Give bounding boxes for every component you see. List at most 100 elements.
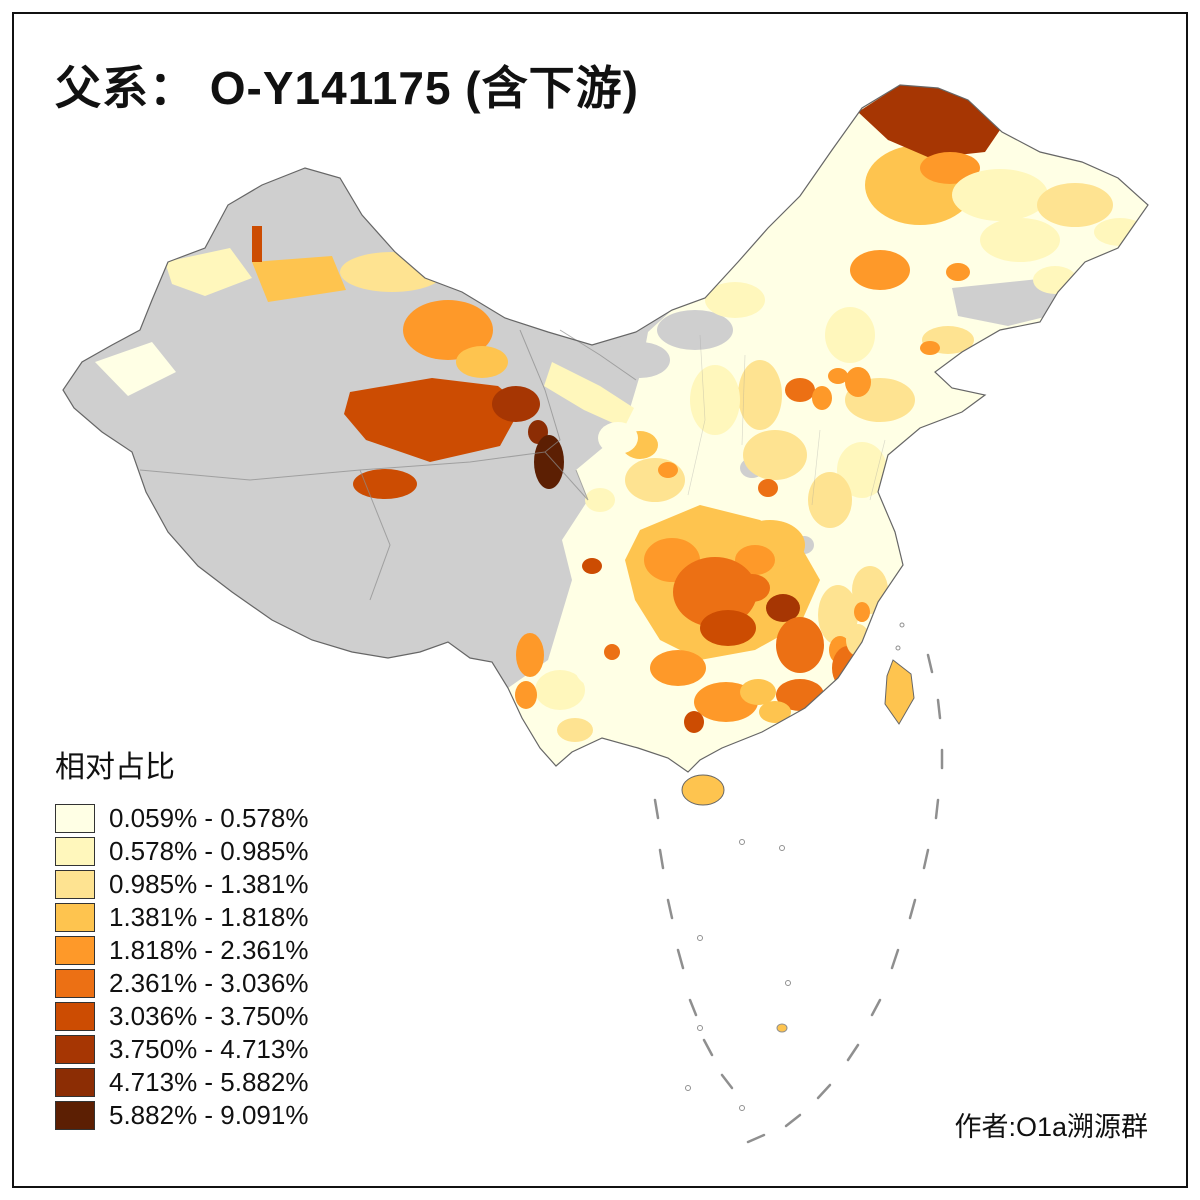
legend-range-label: 0.985% - 1.381%: [109, 869, 309, 899]
legend-items: 0.059% - 0.578% 0.578% - 0.985% 0.985% -…: [55, 802, 308, 1132]
map-region: [165, 248, 252, 296]
dash-segment: [816, 1083, 832, 1100]
map-region: [837, 442, 887, 498]
legend-range-label: 1.818% - 2.361%: [109, 935, 309, 965]
map-region: [850, 250, 910, 290]
map-region: [252, 226, 262, 262]
map-region: [766, 594, 800, 622]
map-region: [534, 435, 564, 489]
map-region: [845, 367, 871, 397]
legend-row: 4.713% - 5.882%: [55, 1066, 308, 1099]
boundary-line: [741, 354, 746, 446]
map-title: 父系： O-Y141175 (含下游): [55, 62, 639, 114]
boundary-line: [869, 439, 886, 501]
map-region: [785, 378, 815, 402]
map-region: [759, 701, 791, 723]
map-region: [610, 342, 670, 378]
legend-range-label: 0.578% - 0.985%: [109, 836, 309, 866]
boundary-line: [519, 329, 561, 453]
legend-range-label: 3.750% - 4.713%: [109, 1034, 309, 1064]
map-region: [1033, 266, 1077, 294]
boundary-line: [687, 334, 706, 496]
sea-islets: [685, 622, 905, 1111]
prefecture-boundaries: [687, 334, 886, 506]
map-region: [582, 558, 602, 574]
map-region: [690, 365, 740, 435]
dash-segment: [870, 998, 882, 1017]
dash-segment: [658, 848, 665, 870]
map-region: [825, 307, 875, 363]
boundary-line: [559, 329, 637, 381]
map-region: [403, 300, 493, 360]
map-region: [673, 557, 757, 627]
islet: [899, 622, 905, 628]
dash-segment: [936, 698, 942, 720]
islet: [785, 980, 791, 986]
islet-colored: [776, 1023, 788, 1033]
legend-title: 相对占比: [55, 751, 175, 784]
map-region: [95, 342, 176, 396]
dash-segment: [908, 898, 917, 920]
map-region: [700, 610, 756, 646]
legend: 相对占比 0.059% - 0.578% 0.578% - 0.985% 0.9…: [55, 742, 308, 1132]
province-boundaries: [139, 329, 637, 601]
legend-row: 1.381% - 1.818%: [55, 901, 308, 934]
legend-swatch: [55, 936, 95, 965]
dash-segment: [784, 1113, 802, 1128]
map-region: [920, 152, 980, 184]
credit-label: 作者:O1a溯源群: [954, 1112, 1148, 1142]
map-region: [705, 282, 765, 318]
boundary-line: [811, 429, 821, 506]
map-region: [743, 430, 807, 480]
map-region: [818, 585, 858, 645]
map-region: [456, 346, 508, 378]
legend-swatch: [55, 903, 95, 932]
legend-range-label: 1.381% - 1.818%: [109, 902, 309, 932]
map-region: [828, 368, 848, 384]
map-region: [252, 256, 346, 302]
legend-range-label: 0.059% - 0.578%: [109, 803, 309, 833]
map-region: [684, 711, 704, 733]
dash-segment: [702, 1038, 714, 1057]
legend-row: 2.361% - 3.036%: [55, 967, 308, 1000]
legend-swatch: [55, 969, 95, 998]
mainland-outline: [62, 84, 1149, 773]
map-region: [340, 252, 444, 292]
islet: [739, 839, 745, 845]
map-region: [952, 169, 1048, 221]
legend-row: 3.036% - 3.750%: [55, 1000, 308, 1033]
map-region: [735, 545, 775, 575]
legend-range-label: 2.361% - 3.036%: [109, 968, 309, 998]
map-region: [920, 341, 940, 355]
legend-range-label: 5.882% - 9.091%: [109, 1100, 309, 1130]
map-region: [854, 602, 870, 622]
legend-swatch: [55, 1002, 95, 1031]
legend-swatch: [55, 804, 95, 833]
map-region: [625, 458, 685, 502]
map-region: [1037, 183, 1113, 227]
islet: [685, 1085, 691, 1091]
map-region: [857, 495, 893, 545]
map-region: [808, 472, 852, 528]
legend-swatch: [55, 1068, 95, 1097]
map-region: [776, 617, 824, 673]
map-region: [846, 624, 870, 656]
map-region: [544, 362, 634, 428]
dash-segment: [746, 1133, 766, 1144]
dash-segment: [666, 898, 674, 920]
map-region: [657, 310, 733, 350]
map-region: [353, 469, 417, 499]
legend-row: 1.818% - 2.361%: [55, 934, 308, 967]
dash-segment: [720, 1073, 734, 1090]
legend-range-label: 4.713% - 5.882%: [109, 1067, 309, 1097]
map-region: [758, 479, 778, 497]
map-region: [585, 488, 615, 512]
map-region: [858, 85, 1000, 158]
map-region: [344, 378, 522, 462]
dash-segment: [676, 948, 685, 970]
dash-segment: [934, 798, 940, 820]
legend-swatch: [55, 1035, 95, 1064]
dash-segment: [926, 653, 934, 674]
boundary-line: [359, 469, 391, 601]
